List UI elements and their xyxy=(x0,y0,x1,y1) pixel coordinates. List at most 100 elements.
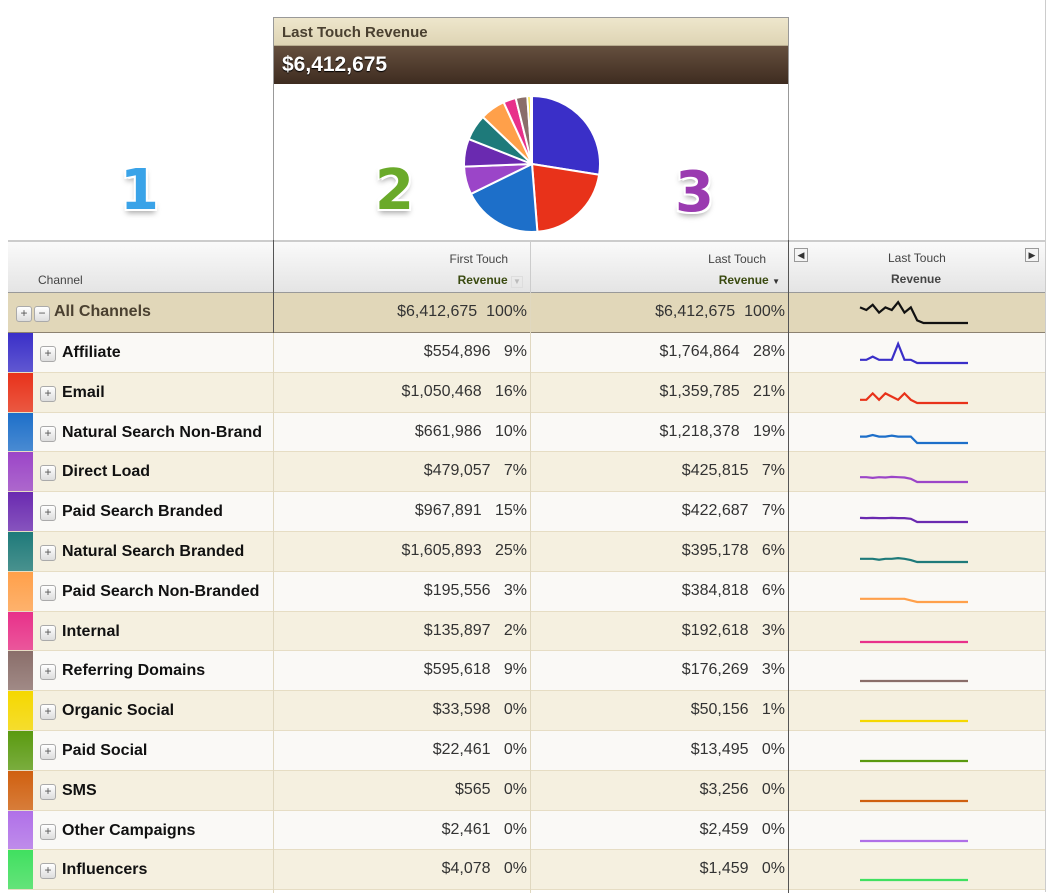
channel-name[interactable]: Direct Load xyxy=(62,463,150,481)
expand-icon[interactable]: + xyxy=(40,465,56,481)
expand-icon[interactable]: + xyxy=(40,585,56,601)
column-header-last-touch-revenue[interactable]: Revenue ▼ xyxy=(719,273,780,287)
channel-color-swatch xyxy=(8,452,33,491)
first-touch-value: $1,050,468 16% xyxy=(402,383,527,401)
table-row: + Referring Domains $595,618 9% $176,269… xyxy=(8,651,1045,691)
expand-icon[interactable]: + xyxy=(40,386,56,402)
table-row: + Email $1,050,468 16% $1,359,785 21% xyxy=(8,373,1045,413)
sort-icon[interactable]: ▼ xyxy=(511,276,523,288)
first-touch-value: $33,598 0% xyxy=(433,701,527,719)
channel-name[interactable]: Email xyxy=(62,384,105,402)
channel-name[interactable]: Natural Search Branded xyxy=(62,543,244,561)
last-touch-label: Last Touch xyxy=(708,252,766,266)
column-header-first-touch-revenue[interactable]: Revenue ▼ xyxy=(458,273,523,288)
last-touch-value: $1,359,785 21% xyxy=(660,383,785,401)
marker-3: 3 xyxy=(675,160,714,225)
expand-icon[interactable]: + xyxy=(40,664,56,680)
table-row: + Paid Social $22,461 0% $13,495 0% xyxy=(8,731,1045,771)
channel-name[interactable]: Paid Social xyxy=(62,742,147,760)
sparkline-path xyxy=(860,302,968,323)
first-touch-value: $4,078 0% xyxy=(442,860,527,878)
sparkline-path xyxy=(860,477,968,482)
expand-all-icon[interactable]: + xyxy=(16,306,32,322)
last-touch-value: $384,818 6% xyxy=(682,582,785,600)
channel-name[interactable]: Organic Social xyxy=(62,702,174,720)
column-header-trend[interactable]: Revenue xyxy=(891,272,941,286)
channel-color-swatch xyxy=(8,811,33,850)
expand-icon[interactable]: + xyxy=(40,545,56,561)
table-row: + Organic Social $33,598 0% $50,156 1% xyxy=(8,691,1045,731)
first-touch-value: $967,891 15% xyxy=(415,502,527,520)
sparkline xyxy=(858,856,970,884)
table-row: + Affiliate $554,896 9% $1,764,864 28% xyxy=(8,333,1045,373)
sparkline xyxy=(858,657,970,685)
expand-icon[interactable]: + xyxy=(40,824,56,840)
channel-color-swatch xyxy=(8,651,33,690)
last-touch-value: $1,459 0% xyxy=(700,860,785,878)
sparkline xyxy=(858,737,970,765)
expand-icon[interactable]: + xyxy=(40,426,56,442)
expand-icon[interactable]: + xyxy=(40,863,56,879)
sparkline xyxy=(858,379,970,407)
channel-color-swatch xyxy=(8,612,33,651)
expand-icon[interactable]: + xyxy=(40,784,56,800)
last-touch-value: $1,218,378 19% xyxy=(660,423,785,441)
channel-name[interactable]: Paid Search Non-Branded xyxy=(62,583,259,601)
table-row-all-channels: + − All Channels $6,412,675 100% $6,412,… xyxy=(8,293,1045,333)
channel-name[interactable]: SMS xyxy=(62,782,97,800)
channel-name[interactable]: Internal xyxy=(62,623,120,641)
marker-1: 1 xyxy=(120,158,159,223)
first-touch-value: $22,461 0% xyxy=(433,741,527,759)
first-touch-value: $6,412,675 100% xyxy=(397,303,527,321)
first-touch-label: First Touch xyxy=(450,252,508,266)
expand-icon[interactable]: + xyxy=(40,744,56,760)
table-row: + SMS $565 0% $3,256 0% xyxy=(8,771,1045,811)
window-edge xyxy=(1045,0,1046,892)
scroll-right-arrow-icon[interactable]: ▶ xyxy=(1025,248,1039,262)
channel-name[interactable]: Paid Search Branded xyxy=(62,503,223,521)
table-header: Channel First Touch Revenue ▼ Last Touch… xyxy=(8,240,1045,293)
last-touch-value: $422,687 7% xyxy=(682,502,785,520)
expand-icon[interactable]: + xyxy=(40,505,56,521)
sparkline-path xyxy=(860,518,968,522)
divider xyxy=(788,240,789,293)
sort-desc-icon[interactable]: ▼ xyxy=(772,277,780,286)
last-touch-value: $176,269 3% xyxy=(682,661,785,679)
marker-2: 2 xyxy=(375,158,414,223)
expand-icon[interactable]: + xyxy=(40,346,56,362)
expand-icon[interactable]: + xyxy=(40,704,56,720)
first-touch-value: $2,461 0% xyxy=(442,821,527,839)
table-row: + Natural Search Branded $1,605,893 25% … xyxy=(8,532,1045,572)
last-touch-value: $50,156 1% xyxy=(691,701,785,719)
trend-label: Last Touch xyxy=(888,251,946,265)
channel-color-swatch xyxy=(8,333,33,372)
channel-color-swatch xyxy=(8,771,33,810)
sparkline-path xyxy=(860,344,968,363)
collapse-all-icon[interactable]: − xyxy=(34,306,50,322)
channel-name[interactable]: Natural Search Non-Brand xyxy=(62,424,262,442)
channel-name[interactable]: Affiliate xyxy=(62,344,121,362)
scroll-left-arrow-icon[interactable]: ◀ xyxy=(794,248,808,262)
channel-name[interactable]: Other Campaigns xyxy=(62,822,195,840)
table-row: + Paid Search Non-Branded $195,556 3% $3… xyxy=(8,572,1045,612)
channel-report-table: Channel First Touch Revenue ▼ Last Touch… xyxy=(8,240,1045,890)
sparkline xyxy=(858,697,970,725)
last-touch-value: $192,618 3% xyxy=(682,622,785,640)
table-row: + Internal $135,897 2% $192,618 3% xyxy=(8,612,1045,652)
last-touch-value: $395,178 6% xyxy=(682,542,785,560)
first-touch-value: $1,605,893 25% xyxy=(402,542,527,560)
channel-color-swatch xyxy=(8,731,33,770)
channel-color-swatch xyxy=(8,492,33,531)
channel-name[interactable]: Referring Domains xyxy=(62,662,205,680)
panel-total: $6,412,675 xyxy=(274,46,788,84)
last-touch-value: $3,256 0% xyxy=(700,781,785,799)
last-touch-value: $2,459 0% xyxy=(700,821,785,839)
column-header-channel[interactable]: Channel xyxy=(38,273,83,287)
table-row: + Paid Search Branded $967,891 15% $422,… xyxy=(8,492,1045,532)
first-touch-value: $565 0% xyxy=(455,781,527,799)
channel-name[interactable]: Influencers xyxy=(62,861,147,879)
expand-icon[interactable]: + xyxy=(40,625,56,641)
sparkline xyxy=(858,458,970,486)
channel-name: All Channels xyxy=(54,303,151,321)
table-row: + Influencers $4,078 0% $1,459 0% xyxy=(8,850,1045,890)
